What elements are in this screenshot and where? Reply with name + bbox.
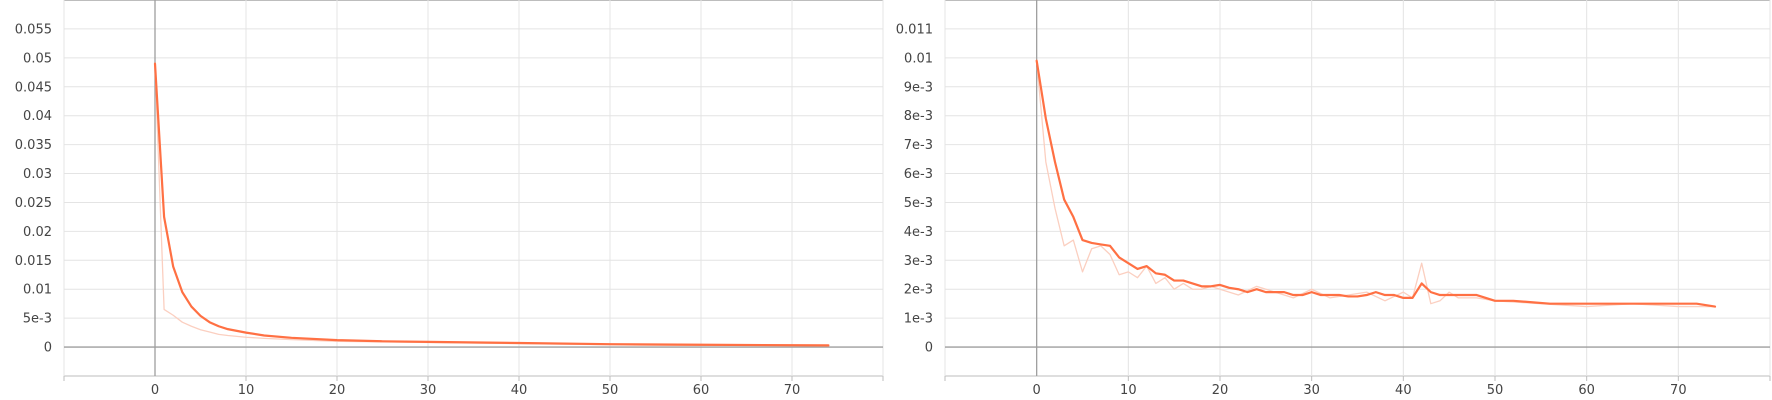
x-tick-label: 10 [238, 383, 255, 398]
y-tick-label: 0.055 [15, 22, 52, 37]
y-tick-label: 0 [44, 341, 52, 356]
y-tick-label: 5e-3 [23, 312, 52, 327]
y-tick-label: 0 [925, 341, 933, 356]
y-tick-label: 7e-3 [904, 138, 933, 153]
y-tick-label: 0.02 [23, 225, 52, 240]
grid [63, 0, 884, 381]
y-tick-label: 0.011 [896, 22, 933, 37]
x-tick-label: 0 [1033, 383, 1041, 398]
grid [944, 0, 1771, 381]
plot-frame [944, 0, 1771, 377]
x-tick-label: 50 [602, 383, 619, 398]
y-tick-label: 0.05 [23, 51, 52, 66]
y-tick-label: 0.035 [15, 138, 52, 153]
x-tick-label: 30 [420, 383, 437, 398]
y-tick-label: 0.04 [23, 109, 52, 124]
y-tick-label: 3e-3 [904, 254, 933, 269]
x-tick-label: 60 [1578, 383, 1595, 398]
x-tick-label: 60 [693, 383, 710, 398]
x-tick-label: 10 [1120, 383, 1137, 398]
y-tick-label: 0.025 [15, 196, 52, 211]
chart-right: 0 10 20 30 40 50 60 70 0 1e-3 2e-3 3e-3 4e-3 5e-3 6e-3… [896, 0, 1771, 398]
y-tick-label: 0.01 [23, 283, 52, 298]
y-tick-label: 4e-3 [904, 225, 933, 240]
y-tick-label: 0.015 [15, 254, 52, 269]
plot-frame [63, 0, 884, 377]
y-tick-label: 0.01 [904, 51, 933, 66]
y-tick-label: 8e-3 [904, 109, 933, 124]
x-tick-label: 20 [1212, 383, 1229, 398]
y-tick-label: 0.045 [15, 80, 52, 95]
x-tick-label: 20 [329, 383, 346, 398]
x-tick-label: 0 [151, 383, 159, 398]
x-tick-label: 30 [1303, 383, 1320, 398]
y-tick-label: 9e-3 [904, 80, 933, 95]
y-tick-label: 6e-3 [904, 167, 933, 182]
raw-series-line [154, 62, 830, 347]
y-tick-label: 5e-3 [904, 196, 933, 211]
smoothed-series-line [153, 62, 830, 347]
y-tick-label: 2e-3 [904, 283, 933, 298]
x-tick-label: 40 [511, 383, 528, 398]
x-tick-label: 70 [784, 383, 801, 398]
y-tick-label: 1e-3 [904, 312, 933, 327]
x-tick-label: 50 [1487, 383, 1504, 398]
smoothed-series-line [1035, 59, 1717, 308]
chart-left: 0 10 20 30 40 50 60 70 0 5e-3 0.01 0.015 0.02 0.025 0.… [15, 0, 884, 398]
y-tick-label: 0.03 [23, 167, 52, 182]
raw-series-line [1036, 60, 1716, 308]
x-tick-label: 40 [1395, 383, 1412, 398]
x-tick-label: 70 [1670, 383, 1687, 398]
